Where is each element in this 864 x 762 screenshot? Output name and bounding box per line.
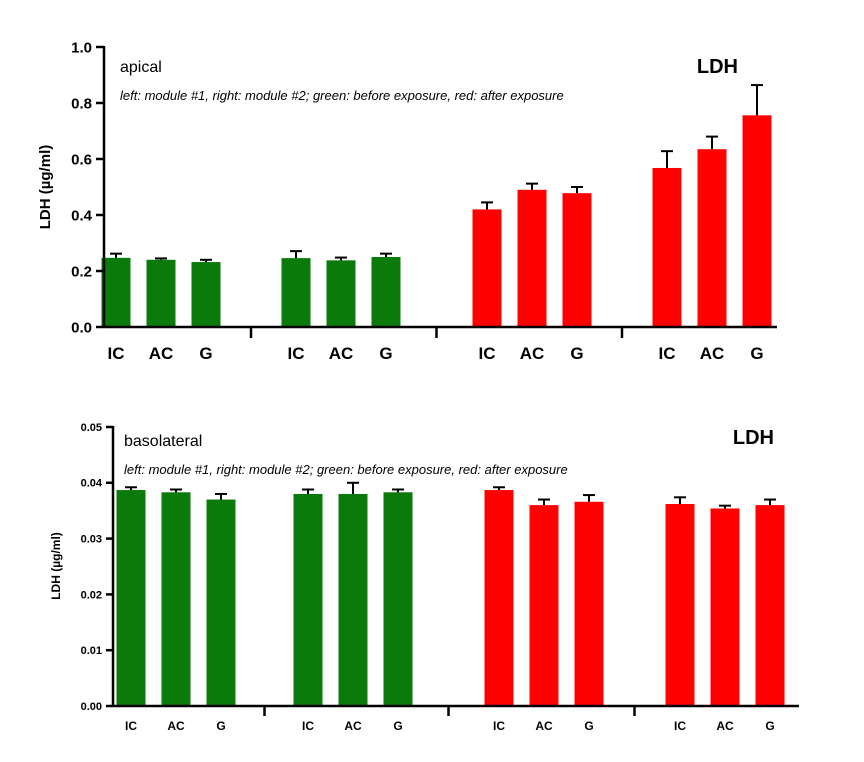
y-tick-label: 0.00: [81, 701, 102, 713]
bar-ic: [484, 490, 514, 706]
category-label: IC: [125, 719, 137, 733]
bar-g: [191, 262, 221, 327]
y-tick-label: 0.04: [81, 478, 103, 490]
category-label: G: [393, 719, 402, 733]
y-tick-label: 0.6: [71, 151, 92, 168]
y-tick-label: 0.02: [81, 589, 102, 601]
category-label: AC: [329, 344, 354, 363]
bar-ac: [517, 189, 547, 327]
bar-ic: [472, 209, 502, 327]
y-tick-label: 0.2: [71, 263, 92, 280]
category-label: G: [199, 344, 212, 363]
category-label: G: [570, 344, 583, 363]
chart-panel-basolateral: IC AC G IC AC G IC AC G IC AC G 0.00 0.01 0.02 0.03 0.04…: [49, 422, 799, 733]
bar-ic: [281, 258, 311, 327]
category-label: IC: [302, 719, 314, 733]
category-label: IC: [659, 344, 676, 363]
chart-panel-apical: IC AC G IC AC G IC AC G IC AC G 0.0 0.2 0.4 0.6 0.8 1.0 LD…: [37, 39, 777, 363]
bar-ic: [116, 490, 146, 706]
category-label: IC: [479, 344, 496, 363]
category-label: AC: [520, 344, 545, 363]
panel-label: apical: [120, 59, 162, 76]
bar-ac: [697, 149, 727, 327]
bar-ic: [652, 167, 682, 327]
bar-ac: [529, 505, 559, 706]
y-tick-label: 0.0: [71, 319, 92, 336]
bar-g: [383, 492, 413, 706]
bar-ac: [161, 492, 191, 706]
bar-ac: [710, 508, 740, 706]
y-tick-label: 0.01: [81, 645, 102, 657]
category-label: AC: [535, 719, 553, 733]
bar-ic: [101, 257, 131, 327]
bar-ic: [665, 504, 695, 706]
y-tick-label: 0.8: [71, 95, 92, 112]
category-label: G: [216, 719, 225, 733]
category-label: IC: [493, 719, 505, 733]
category-label: G: [379, 344, 392, 363]
bar-g: [574, 501, 604, 706]
chart-note: left: module #1, right: module #2; green…: [120, 88, 564, 103]
chart-title: LDH: [697, 56, 738, 78]
category-label: AC: [149, 344, 174, 363]
bar-ic: [293, 493, 323, 706]
bar-g: [755, 505, 785, 706]
category-label: IC: [288, 344, 305, 363]
category-label: AC: [344, 719, 362, 733]
category-label: G: [765, 719, 774, 733]
y-tick-label: 0.05: [81, 422, 102, 434]
y-axis-label: LDH (µg/ml): [37, 145, 54, 229]
category-label: G: [750, 344, 763, 363]
category-label: IC: [674, 719, 686, 733]
bar-ac: [146, 259, 176, 327]
bar-g: [562, 193, 592, 327]
chart-title: LDH: [733, 427, 774, 449]
chart-note: left: module #1, right: module #2; green…: [124, 462, 568, 477]
bar-g: [371, 257, 401, 327]
y-tick-label: 0.4: [71, 207, 93, 224]
category-label: AC: [167, 719, 185, 733]
y-tick-label: 1.0: [71, 39, 92, 56]
category-label: IC: [108, 344, 125, 363]
category-label: AC: [716, 719, 734, 733]
y-tick-label: 0.03: [81, 533, 102, 545]
bar-ac: [338, 493, 368, 706]
bar-g: [742, 115, 772, 327]
panel-label: basolateral: [124, 433, 202, 450]
bar-g: [206, 499, 236, 706]
y-axis-label: LDH (µg/ml): [49, 532, 63, 600]
bar-ac: [326, 260, 356, 327]
category-label: AC: [700, 344, 725, 363]
category-label: G: [584, 719, 593, 733]
